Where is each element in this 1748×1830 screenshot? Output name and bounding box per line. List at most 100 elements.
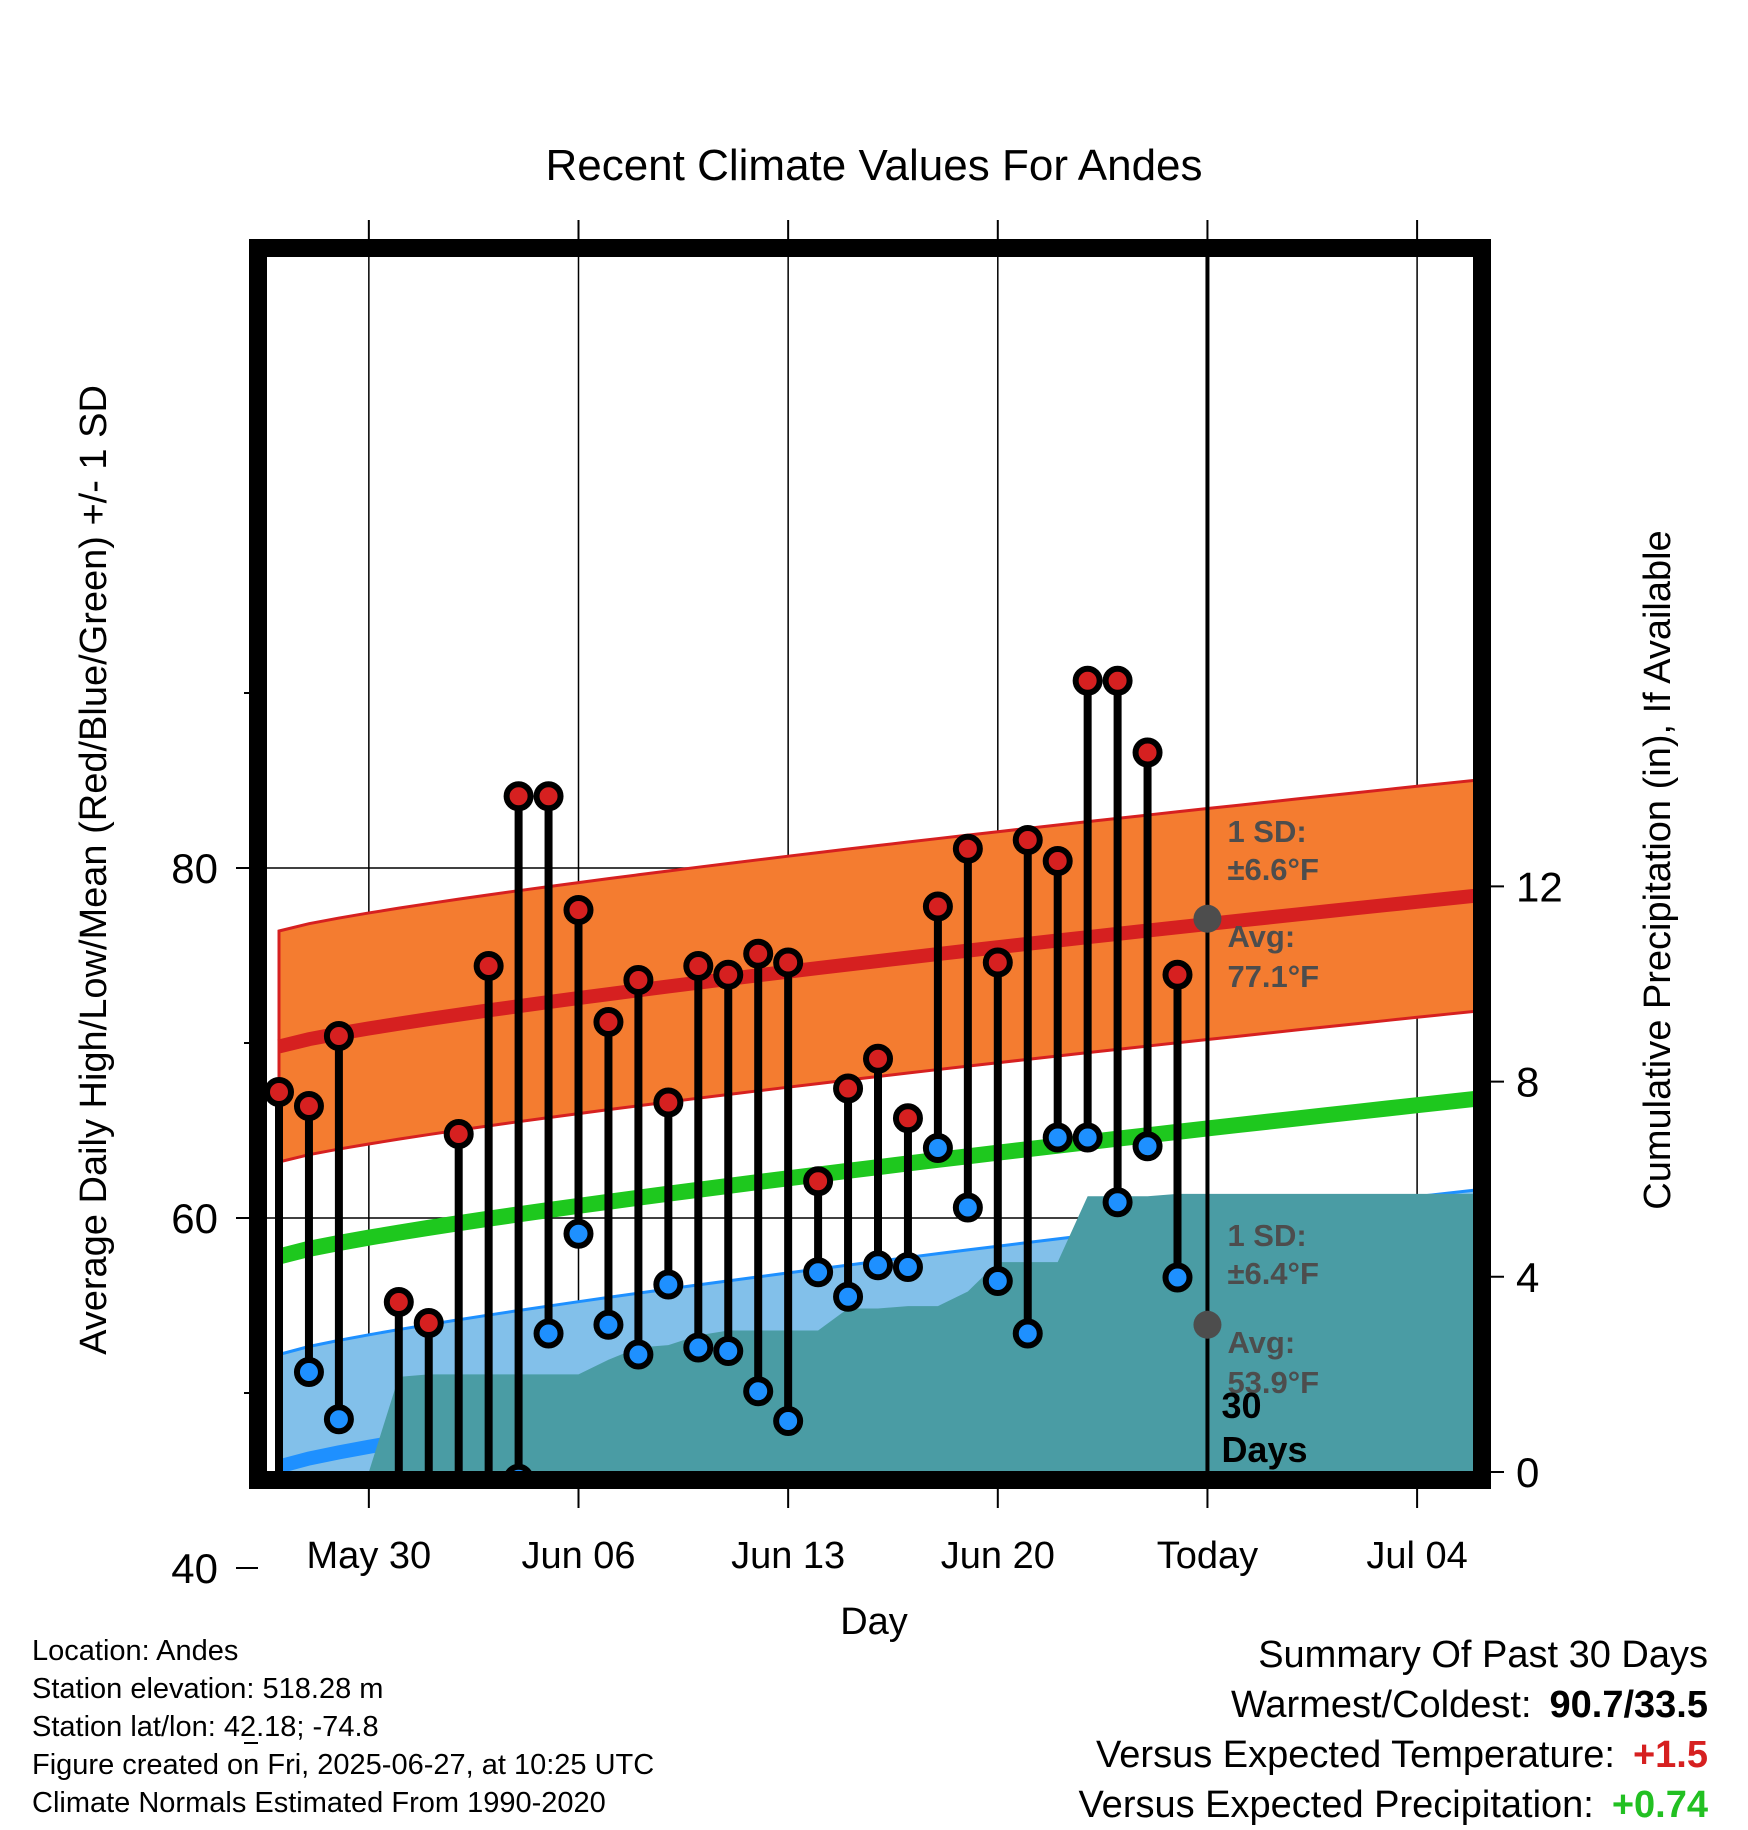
low-point bbox=[1012, 1318, 1043, 1349]
low-point bbox=[683, 1332, 714, 1363]
high-point bbox=[803, 1166, 834, 1197]
high-point bbox=[653, 1087, 684, 1118]
high-point bbox=[383, 1287, 414, 1317]
annotation-low-avg-line2: 53.9°F bbox=[1227, 1365, 1319, 1400]
summary-heading: Summary Of Past 30 Days bbox=[1258, 1634, 1708, 1676]
days-label-number: 30 bbox=[1221, 1385, 1261, 1426]
x-tick-label: Jun 20 bbox=[941, 1535, 1055, 1577]
high-point bbox=[443, 1119, 474, 1149]
low-point bbox=[982, 1266, 1013, 1296]
low-point bbox=[623, 1339, 654, 1370]
low-point bbox=[533, 1318, 564, 1349]
location-text: Location: Andes bbox=[32, 1635, 239, 1667]
temp-value: +1.5 bbox=[1632, 1734, 1708, 1776]
normal-mean-line bbox=[277, 1090, 1482, 1265]
high-point bbox=[264, 1077, 294, 1107]
x-axis-label: Day bbox=[840, 1601, 908, 1643]
low-point bbox=[1132, 1131, 1163, 1162]
x-tick-label: Jun 06 bbox=[521, 1535, 635, 1577]
summary-panel: Summary Of Past 30 Days Warmest/Coldest:… bbox=[1078, 1630, 1708, 1830]
low-point bbox=[1042, 1122, 1073, 1153]
low-point bbox=[892, 1252, 923, 1282]
summary-precip-row: Versus Expected Precipitation: +0.74 bbox=[1078, 1780, 1708, 1830]
y2-tick-label: 4 bbox=[1516, 1254, 1539, 1301]
x-tick-label: Jun 13 bbox=[731, 1535, 845, 1577]
low-point bbox=[803, 1257, 834, 1288]
plot-frame bbox=[249, 239, 1491, 1489]
high-point bbox=[863, 1043, 893, 1074]
high-point bbox=[713, 959, 744, 990]
high-point bbox=[833, 1073, 864, 1104]
low-point bbox=[922, 1133, 953, 1163]
created-text: Figure created on Fri, 2025-06-27, at 10… bbox=[32, 1749, 655, 1781]
plot-inner bbox=[258, 248, 1482, 1606]
low-point bbox=[293, 1357, 324, 1387]
high-point bbox=[593, 1007, 624, 1037]
high-point bbox=[982, 947, 1013, 978]
high-point bbox=[892, 1103, 923, 1134]
high-point bbox=[473, 951, 504, 981]
summary-temp-row: Versus Expected Temperature: +1.5 bbox=[1078, 1730, 1708, 1780]
high-point bbox=[743, 938, 774, 969]
high-point bbox=[1072, 665, 1103, 696]
high-point bbox=[922, 891, 953, 922]
chart-title: Recent Climate Values For Andes bbox=[545, 141, 1202, 190]
high-point bbox=[952, 833, 983, 864]
low-point bbox=[387, 1507, 411, 1531]
summary-warm-row: Warmest/Coldest: 90.7/33.5 bbox=[1078, 1680, 1708, 1730]
warm-label: Warmest/Coldest: bbox=[1230, 1684, 1532, 1726]
high-point bbox=[563, 895, 594, 925]
low-point bbox=[447, 1582, 471, 1606]
station-info: Location: Andes Station elevation: 518.2… bbox=[32, 1632, 654, 1822]
low-point bbox=[863, 1250, 893, 1281]
low-point bbox=[593, 1309, 624, 1340]
normal-high-band bbox=[277, 778, 1482, 1164]
precip-value: +0.74 bbox=[1611, 1784, 1708, 1826]
annotation-high-sd-line1: 1 SD: bbox=[1227, 814, 1306, 849]
low-point bbox=[833, 1281, 864, 1312]
y2-tick-label: 12 bbox=[1516, 863, 1563, 910]
y2-axis-label: Cumulative Precipitation (in), If Availa… bbox=[1637, 530, 1679, 1209]
normals-text: Climate Normals Estimated From 1990-2020 bbox=[32, 1787, 606, 1819]
high-point bbox=[503, 781, 534, 812]
low-point bbox=[563, 1218, 594, 1249]
warm-value: 90.7/33.5 bbox=[1549, 1684, 1708, 1726]
days-label-text: Days bbox=[1221, 1429, 1307, 1470]
high-point bbox=[1102, 665, 1133, 696]
high-point bbox=[1042, 846, 1073, 876]
low-point bbox=[952, 1192, 983, 1223]
low-point bbox=[1162, 1262, 1193, 1293]
low-point bbox=[1102, 1187, 1133, 1218]
annotation-high-avg-line1: Avg: bbox=[1227, 919, 1295, 954]
annotation-low-avg-line1: Avg: bbox=[1227, 1325, 1295, 1360]
high-point bbox=[533, 781, 564, 812]
high-point bbox=[293, 1091, 324, 1121]
y-axis-label: Average Daily High/Low/Mean (Red/Blue/Gr… bbox=[73, 385, 115, 1355]
today-low-avg-marker bbox=[1193, 1310, 1222, 1339]
low-point bbox=[1072, 1122, 1103, 1153]
y2-tick-label: 0 bbox=[1516, 1449, 1539, 1496]
low-point bbox=[267, 1537, 291, 1561]
low-point bbox=[773, 1406, 804, 1436]
precip-label: Versus Expected Precipitation: bbox=[1078, 1784, 1594, 1826]
annotation-low-sd-line1: 1 SD: bbox=[1227, 1218, 1306, 1253]
low-point bbox=[323, 1404, 354, 1435]
low-point bbox=[713, 1336, 744, 1366]
elevation-text: Station elevation: 518.28 m bbox=[32, 1673, 384, 1705]
latlon-text: Station lat/lon: 42.18; -74.8 bbox=[32, 1711, 379, 1743]
high-point bbox=[623, 965, 654, 995]
y-tick-label: 60 bbox=[171, 1195, 218, 1242]
high-point bbox=[413, 1308, 444, 1338]
y2-tick-label: 8 bbox=[1516, 1059, 1539, 1106]
low-point bbox=[653, 1269, 684, 1300]
normal-high-line bbox=[277, 888, 1482, 1054]
x-tick-label: Jul 04 bbox=[1366, 1535, 1467, 1577]
y-tick-label: 40 bbox=[171, 1545, 218, 1592]
high-point bbox=[773, 947, 804, 978]
high-point bbox=[1162, 959, 1193, 990]
high-point bbox=[683, 951, 714, 981]
x-tick-label: May 30 bbox=[307, 1535, 432, 1577]
today-high-avg-marker bbox=[1193, 904, 1222, 933]
